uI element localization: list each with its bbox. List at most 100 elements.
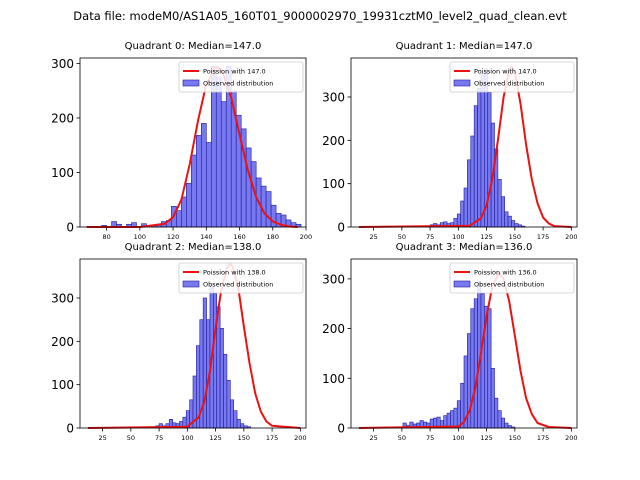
x-tick-label: 200 <box>300 233 312 241</box>
legend-bar-swatch <box>182 79 200 87</box>
quadrant-1-title: Quadrant 1: Median=147.0 <box>396 41 533 52</box>
legend-entry-poisson: Poission with 138.0 <box>203 269 266 277</box>
x-tick-label: 200 <box>294 434 306 442</box>
histogram-bar <box>467 159 472 228</box>
y-tick-label: 100 <box>51 166 74 180</box>
x-tick-label: 25 <box>369 434 377 442</box>
histogram-bar <box>196 135 202 228</box>
y-tick-label: 0 <box>337 221 345 235</box>
quadrant-3-title: Quadrant 3: Median=136.0 <box>396 242 533 253</box>
legend-entry-poisson: Poission with 147.0 <box>474 68 537 76</box>
legend-entry-poisson: Poission with 136.0 <box>474 269 537 277</box>
legend-entry-poisson: Poission with 147.0 <box>203 68 266 76</box>
histogram-bar <box>215 76 222 228</box>
histogram-bar <box>202 297 207 429</box>
histogram-bar <box>450 410 455 429</box>
x-tick-label: 50 <box>398 434 406 442</box>
quadrant-1-panel: Quadrant 1: Median=147.0 25 50 75 100 125 150 1… <box>322 41 577 241</box>
y-tick-label: 300 <box>51 292 74 306</box>
axes-frame <box>79 57 307 228</box>
histogram-bar <box>507 215 512 228</box>
x-tick-label: 100 <box>452 233 464 241</box>
histogram-bar <box>477 88 482 228</box>
legend-box <box>449 262 575 294</box>
histogram-bar <box>480 293 485 429</box>
histogram-bar <box>504 211 509 228</box>
x-tick-label: 140 <box>200 233 212 241</box>
x-tick-label: 100 <box>134 233 146 241</box>
histogram-bar <box>213 293 218 429</box>
quadrant-0-panel: Quadrant 0: Median=147.0 80 100 120 140 160 18… <box>51 41 312 241</box>
histogram-bar <box>181 196 187 228</box>
x-tick-label: 150 <box>238 434 250 442</box>
histogram-bar <box>233 410 238 429</box>
histogram-bar <box>226 380 231 429</box>
histogram-bar <box>240 423 245 429</box>
histogram-bar <box>176 210 182 228</box>
y-tick-label: 300 <box>51 57 74 71</box>
legend-box <box>178 262 304 294</box>
histogram-bar <box>473 105 478 228</box>
histogram-bar <box>494 397 499 429</box>
quadrant-2-title: Quadrant 2: Median=138.0 <box>125 242 262 253</box>
x-tick-label: 75 <box>426 434 434 442</box>
x-tick-label: 125 <box>480 233 492 241</box>
y-tick-label: 100 <box>322 177 345 191</box>
histogram-bar <box>219 328 224 429</box>
histogram-bar <box>480 72 485 228</box>
histogram-bar <box>216 306 221 429</box>
figure-title: Data file: modeM0/AS1A05_160T01_90000029… <box>73 9 567 23</box>
histogram-bar <box>201 123 207 228</box>
legend-box <box>449 61 575 93</box>
x-tick-label: 160 <box>233 233 245 241</box>
histogram-bar <box>470 308 475 429</box>
histogram-bar <box>186 183 192 228</box>
histogram-bar <box>490 368 495 429</box>
x-tick-label: 100 <box>452 434 464 442</box>
x-tick-label: 100 <box>181 434 193 442</box>
x-tick-label: 175 <box>266 434 278 442</box>
histogram-bar <box>245 147 252 228</box>
quadrant-3-panel: Quadrant 3: Median=136.0 25 50 75 100 125 150 1… <box>322 242 577 442</box>
legend-bar-swatch <box>182 280 200 288</box>
x-tick-label: 175 <box>537 434 549 442</box>
y-tick-label: 200 <box>322 322 345 336</box>
y-tick-label: 200 <box>322 134 345 148</box>
legend-bar-swatch <box>453 79 471 87</box>
legend-entry-observed: Observed distribution <box>203 80 273 88</box>
y-tick-label: 200 <box>51 111 74 125</box>
axes-frame <box>350 57 578 228</box>
x-tick-label: 75 <box>155 434 163 442</box>
y-tick-label: 100 <box>322 372 345 386</box>
x-tick-label: 125 <box>209 434 221 442</box>
histogram-bar <box>500 196 505 228</box>
x-tick-label: 50 <box>127 434 135 442</box>
y-tick-label: 200 <box>51 335 74 349</box>
x-tick-label: 150 <box>509 434 521 442</box>
histogram-bar <box>463 187 468 228</box>
histogram-bar <box>229 399 234 429</box>
legend-entry-observed: Observed distribution <box>474 281 544 289</box>
histogram-bar <box>470 135 475 228</box>
x-tick-label: 200 <box>565 434 577 442</box>
histogram-bar <box>191 154 197 228</box>
histogram-bar <box>497 410 502 429</box>
x-tick-label: 200 <box>565 233 577 241</box>
histogram-bar <box>487 92 492 228</box>
y-tick-label: 300 <box>322 272 345 286</box>
histogram-bar <box>220 101 227 228</box>
histogram-bar <box>511 220 516 228</box>
y-tick-label: 300 <box>322 91 345 105</box>
y-tick-label: 0 <box>66 221 74 235</box>
histogram-bar <box>504 422 509 429</box>
axes-frame <box>79 258 307 429</box>
histogram-bar <box>473 298 478 429</box>
histogram-bar <box>487 308 492 429</box>
y-tick-label: 0 <box>66 422 74 436</box>
histogram-bar <box>497 179 502 228</box>
y-tick-label: 0 <box>337 422 345 436</box>
x-tick-label: 150 <box>509 233 521 241</box>
quadrant-2-panel: Quadrant 2: Median=138.0 25 50 75 100 125 150 1… <box>51 242 306 442</box>
x-tick-label: 175 <box>537 233 549 241</box>
